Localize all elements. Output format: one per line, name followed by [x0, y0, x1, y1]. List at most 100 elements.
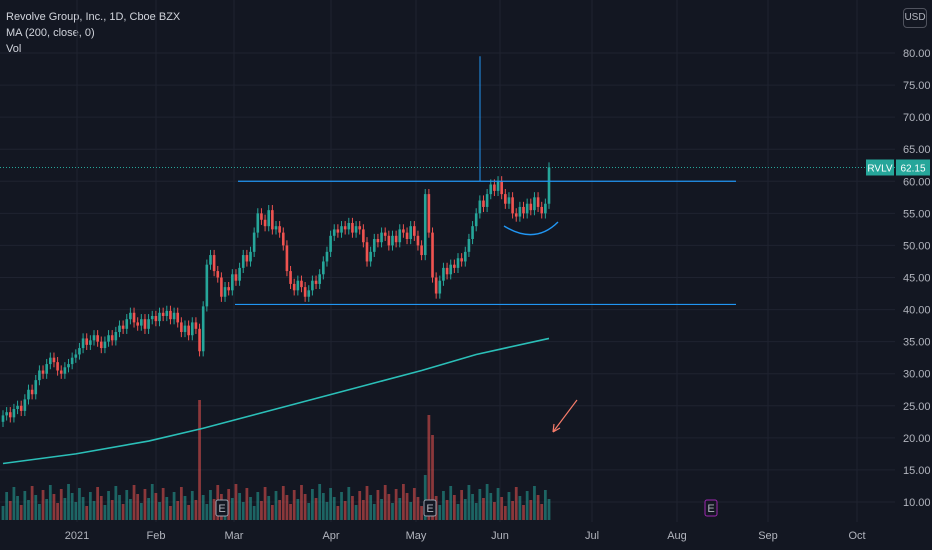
volume-bar: [129, 499, 132, 520]
ticker-badge: [866, 159, 894, 176]
volume-bar: [485, 484, 489, 520]
candle-body: [169, 310, 172, 320]
volume-bar: [423, 475, 427, 520]
volume-bar: [56, 503, 59, 520]
last-price-label: 62.15: [900, 163, 925, 174]
candle-body: [216, 271, 220, 278]
candle-body: [154, 315, 158, 322]
currency-button[interactable]: USD: [903, 8, 927, 28]
legend-symbol[interactable]: Revolve Group, Inc., 1D, Cboe BZX: [6, 11, 181, 23]
candle-body: [438, 280, 442, 294]
volume-bar: [92, 501, 96, 520]
volume-bar: [489, 493, 493, 520]
x-tick-label: Feb: [147, 530, 166, 542]
candle-body: [125, 319, 129, 329]
volume-bar: [5, 492, 9, 520]
legend-ma[interactable]: MA (200, close, 0): [6, 27, 95, 39]
volume-bar: [107, 491, 110, 520]
candle-body: [354, 226, 358, 233]
candle-body: [489, 184, 493, 195]
candle-body: [147, 319, 150, 329]
volume-bar: [88, 492, 92, 520]
candle-body: [474, 213, 478, 227]
volume-bar: [169, 506, 172, 520]
candle-body: [172, 312, 176, 320]
candle-body: [485, 194, 489, 207]
volume-bar: [478, 489, 482, 520]
chart-grid: [0, 0, 895, 522]
volume-bar: [241, 502, 245, 520]
volume-bar: [361, 500, 365, 520]
volume-bar: [427, 415, 431, 520]
candle-body: [387, 235, 391, 246]
candle-body: [274, 226, 278, 230]
volume-bar: [78, 488, 81, 520]
y-tick-label: 50.00: [903, 240, 931, 252]
volume-bar: [452, 495, 456, 520]
y-tick-label: 60.00: [903, 176, 931, 188]
volume-bar: [321, 493, 325, 520]
volume-bar: [96, 487, 100, 520]
candle-body: [220, 277, 223, 297]
candle-body: [507, 197, 511, 204]
volume-bar: [59, 489, 63, 520]
volume-bar: [474, 503, 478, 520]
candle-body: [540, 206, 544, 214]
volume-bar: [380, 499, 383, 520]
candle-body: [249, 251, 252, 262]
candle-body: [245, 255, 249, 262]
x-tick-label: Aug: [667, 530, 687, 542]
volume-bar: [292, 490, 296, 520]
candle-body: [300, 280, 303, 288]
candle-body: [183, 325, 187, 333]
candle-body: [74, 354, 78, 358]
volume-bar: [12, 487, 16, 520]
volume-bar: [343, 501, 347, 520]
candle-body: [514, 213, 518, 217]
price-axis: 10.00 15.00 20.00 25.00 30.00 35.00 40.00 45.00…: [903, 48, 931, 509]
candle-body: [329, 235, 332, 252]
candle-body: [544, 203, 547, 214]
volume-bar: [267, 496, 271, 520]
candle-body: [231, 274, 234, 291]
volume-bar: [143, 489, 147, 520]
volume-bar: [281, 486, 285, 520]
volume-bar: [201, 495, 205, 520]
volume-bar: [340, 492, 343, 520]
volume-bar: [27, 500, 30, 520]
candle-body: [453, 264, 456, 268]
volume-bar: [256, 492, 260, 520]
earnings-marker-label: E: [426, 503, 433, 515]
volume-bar: [70, 493, 74, 520]
candle-body: [52, 357, 56, 363]
candle-body: [260, 213, 263, 220]
candle-body: [59, 370, 63, 374]
volume-bar: [347, 487, 351, 520]
candle-body: [398, 229, 402, 243]
candle-body: [114, 332, 118, 341]
candle-body: [307, 290, 311, 297]
volume-bar: [365, 486, 369, 520]
volume-bar: [482, 498, 485, 520]
candle-body: [372, 239, 376, 252]
candle-body: [482, 200, 485, 207]
candle-body: [190, 322, 194, 336]
candle-body: [525, 203, 529, 214]
volume-bar: [179, 487, 183, 520]
candle-body: [209, 255, 212, 265]
volume-bar: [303, 494, 307, 520]
candle-body: [56, 362, 59, 371]
candle-body: [180, 322, 183, 333]
volume-bar: [547, 499, 551, 520]
volume-bar: [507, 492, 511, 520]
volume-bar: [110, 500, 114, 520]
legend-volume[interactable]: Vol: [6, 43, 22, 55]
volume-bar: [372, 504, 376, 520]
volume-bar: [45, 499, 49, 520]
candle-body: [529, 203, 533, 211]
ticker-badge-label: RVLV: [867, 163, 893, 174]
candle-body: [45, 364, 48, 374]
candle-body: [92, 335, 96, 341]
volume-bar: [263, 487, 267, 520]
